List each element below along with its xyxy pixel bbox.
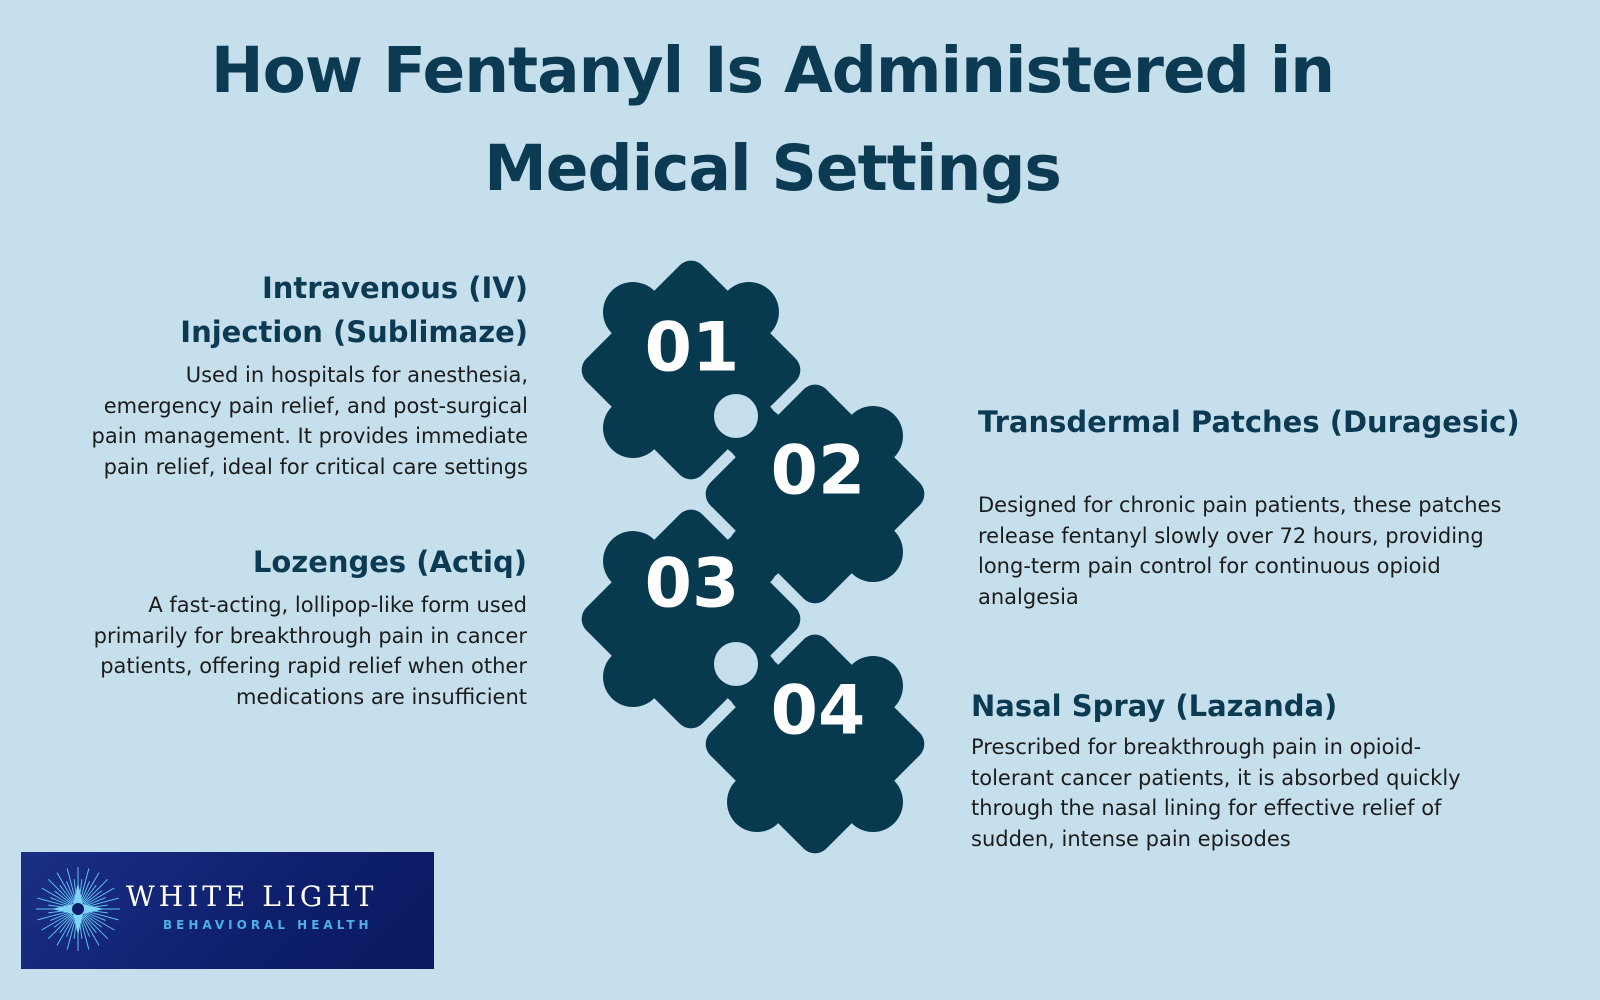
description-line: patients, offering rapid relief when oth…: [100, 654, 527, 678]
method-04-heading: Nasal Spray (Lazanda): [971, 689, 1338, 723]
page-title: How Fentanyl Is Administered in Medical …: [100, 22, 1445, 218]
description-line: tolerant cancer patients, it is absorbed…: [971, 765, 1461, 790]
logo-tagline: BEHAVIORAL HEALTH: [163, 918, 373, 932]
puzzle-notch: [714, 642, 758, 686]
starburst-ray: [84, 887, 115, 906]
starburst-ray: [85, 910, 119, 921]
starburst-ray: [80, 881, 90, 902]
starburst-ray: [81, 872, 100, 903]
description-line: Used in hospitals for anesthesia,: [185, 363, 528, 387]
starburst-ray: [85, 911, 106, 921]
description-line: Prescribed for breakthrough pain in opio…: [971, 735, 1422, 759]
starburst-ray: [56, 872, 75, 903]
starburst-ray: [83, 914, 109, 940]
starburst-ray: [84, 890, 103, 905]
starburst-ray: [47, 878, 73, 904]
description-line: analgesia: [978, 584, 1079, 609]
title-line-1: How Fentanyl Is Administered in: [210, 34, 1335, 107]
starburst-ray: [66, 868, 77, 902]
starburst-center: [72, 903, 84, 915]
starburst-ray: [56, 915, 75, 946]
starburst-ray: [59, 884, 74, 903]
starburst-ray: [85, 897, 119, 908]
starburst-ray: [53, 890, 72, 905]
method-01-heading-line-1: Intravenous (IV): [261, 271, 528, 305]
description-line: Designed for chronic pain patients, thes…: [978, 493, 1502, 517]
title-line-2: Medical Settings: [484, 132, 1062, 205]
description-line: long-term pain control for continuous op…: [978, 554, 1441, 578]
method-01-heading-line-2: Injection (Sublimaze): [180, 315, 528, 349]
brand-logo: WHITE LIGHT BEHAVIORAL HEALTH: [21, 852, 434, 969]
method-03-heading: Lozenges (Actiq): [252, 545, 527, 579]
method-02-description: Designed for chronic pain patients, thes…: [978, 490, 1501, 612]
starburst-ray: [82, 884, 97, 903]
description-line: A fast-acting, lollipop-like form used: [148, 593, 527, 617]
method-03-description: A fast-acting, lollipop-like form used p…: [94, 590, 527, 712]
number-03: 03: [645, 545, 740, 624]
starburst-ray: [79, 868, 90, 902]
starburst-ray: [66, 916, 77, 950]
description-line: pain management. It provides immediate: [91, 424, 528, 448]
description-line: medications are insufficient: [236, 684, 527, 709]
description-line: primarily for breakthrough pain in cance…: [93, 623, 527, 648]
description-line: through the nasal lining for effective r…: [971, 796, 1442, 820]
starburst-ray: [66, 881, 76, 902]
starburst-ray: [37, 897, 71, 908]
starburst-ray: [41, 887, 72, 906]
puzzle-notch: [714, 394, 758, 438]
method-02-heading: Transdermal Patches (Duragesic): [978, 405, 1520, 439]
starburst-ray: [85, 897, 106, 907]
starburst-ray: [80, 916, 90, 937]
number-01: 01: [645, 309, 740, 388]
starburst-ray: [41, 912, 72, 931]
starburst-ray: [84, 913, 103, 928]
puzzle-tab: [748, 519, 792, 563]
starburst-ray: [82, 915, 97, 934]
starburst-ray: [59, 915, 74, 934]
starburst-ray: [53, 913, 72, 928]
starburst-ray: [50, 897, 71, 907]
description-line: sudden, intense pain episodes: [971, 826, 1291, 851]
starburst-ray: [47, 914, 73, 940]
starburst-ray: [84, 912, 115, 931]
starburst-ray: [83, 878, 109, 904]
description-line: emergency pain relief, and post-surgical: [103, 393, 528, 418]
starburst-ray: [66, 916, 76, 937]
starburst-ray: [79, 916, 90, 950]
starburst-ray: [37, 910, 71, 921]
starburst-ray: [50, 911, 71, 921]
description-line: pain relief, ideal for critical care set…: [103, 454, 528, 479]
starburst-icon: [36, 867, 120, 951]
method-01-heading: Intravenous (IV) Injection (Sublimaze): [180, 266, 528, 354]
logo-name: WHITE LIGHT: [126, 880, 378, 913]
number-04: 04: [771, 672, 866, 751]
method-04-description: Prescribed for breakthrough pain in opio…: [971, 732, 1461, 854]
starburst-ray: [81, 915, 100, 946]
method-01-description: Used in hospitals for anesthesia, emerge…: [92, 360, 528, 482]
description-line: release fentanyl slowly over 72 hours, p…: [978, 523, 1484, 548]
number-02: 02: [771, 432, 866, 511]
